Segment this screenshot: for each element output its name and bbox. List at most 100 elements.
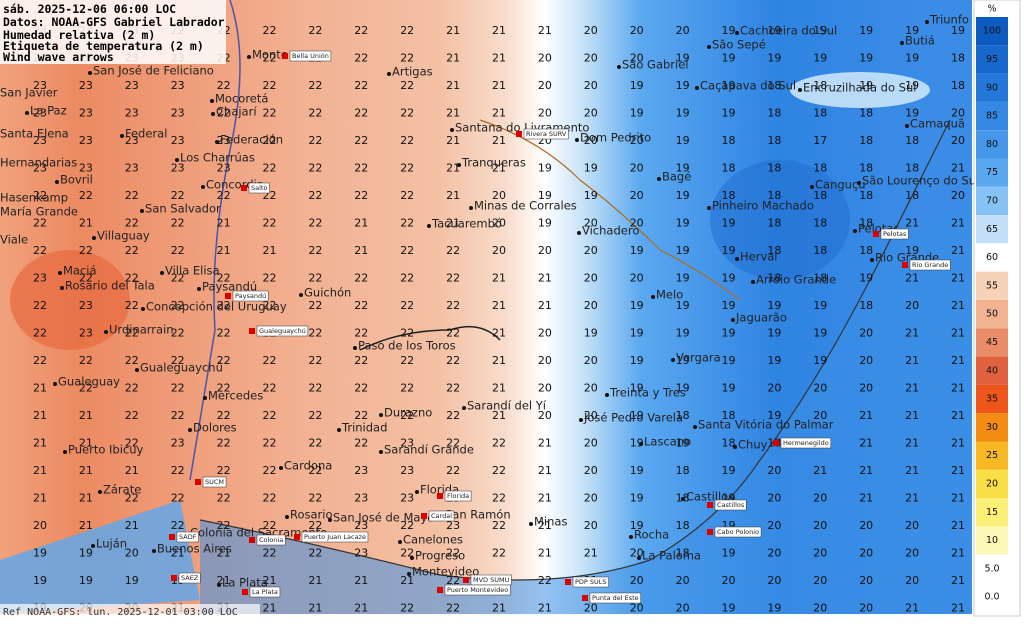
- temperature-label: 19: [722, 272, 736, 285]
- temperature-label: 19: [722, 354, 736, 367]
- temperature-label: 22: [400, 327, 414, 340]
- temperature-label: 20: [767, 574, 781, 587]
- temperature-label: 20: [905, 519, 919, 532]
- temperature-label: 21: [79, 519, 93, 532]
- temperature-label: 22: [400, 299, 414, 312]
- temperature-label: 21: [951, 382, 965, 395]
- temperature-label: 19: [767, 602, 781, 615]
- temperature-label: 18: [722, 134, 736, 147]
- temperature-label: 22: [308, 134, 322, 147]
- temperature-label: 21: [492, 162, 506, 175]
- temperature-label: 21: [538, 602, 552, 615]
- city-label: Arroio Grande: [756, 273, 836, 287]
- temperature-label: 20: [813, 602, 827, 615]
- temperature-label: 22: [171, 327, 185, 340]
- temperature-label: 19: [676, 134, 690, 147]
- station-box: [256, 534, 286, 546]
- city-dot: [450, 128, 454, 132]
- temperature-label: 19: [630, 354, 644, 367]
- temperature-label: 21: [354, 574, 368, 587]
- temperature-label: 19: [722, 327, 736, 340]
- temperature-label: 22: [217, 409, 231, 422]
- temperature-label: 18: [813, 79, 827, 92]
- temperature-label: 22: [308, 79, 322, 92]
- temperature-label: 21: [492, 24, 506, 37]
- temperature-label: 21: [446, 217, 460, 230]
- station-marker: [463, 577, 469, 583]
- temperature-label: 22: [308, 217, 322, 230]
- temperature-label: 21: [492, 602, 506, 615]
- temperature-label: 22: [446, 409, 460, 422]
- temperature-label: 21: [538, 547, 552, 560]
- temperature-label: 23: [125, 134, 139, 147]
- temperature-label: 21: [951, 574, 965, 587]
- temperature-label: 22: [400, 134, 414, 147]
- temperature-label: 21: [263, 244, 277, 257]
- temperature-label: 21: [538, 24, 552, 37]
- station-marker: [249, 328, 255, 334]
- city-label: Hasenkamp: [0, 191, 68, 205]
- station-label: SADF: [179, 533, 197, 541]
- legend-label: 100: [983, 26, 1001, 37]
- temperature-label: 18: [676, 464, 690, 477]
- city-label: San Salvador: [145, 202, 221, 216]
- temperature-label: 21: [33, 382, 47, 395]
- station-marker: [282, 53, 288, 59]
- temperature-label: 18: [813, 272, 827, 285]
- temperature-label: 21: [905, 382, 919, 395]
- station-label: Salto: [251, 184, 267, 192]
- temperature-label: 22: [171, 272, 185, 285]
- temperature-label: 21: [951, 244, 965, 257]
- temperature-label: 21: [446, 24, 460, 37]
- city-dot: [410, 556, 414, 560]
- temperature-label: 19: [813, 327, 827, 340]
- temperature-label: 19: [722, 79, 736, 92]
- station-box: [880, 228, 909, 240]
- temperature-label: 22: [125, 272, 139, 285]
- temperature-label: 20: [767, 492, 781, 505]
- city-dot: [637, 556, 641, 560]
- temperature-label: 19: [630, 79, 644, 92]
- temperature-label: 23: [79, 327, 93, 340]
- city-dot: [629, 535, 633, 539]
- temperature-label: 23: [79, 299, 93, 312]
- temperature-label: 23: [354, 464, 368, 477]
- temperature-label: 22: [354, 437, 368, 450]
- station-marker: [421, 513, 427, 519]
- temperature-label: 20: [722, 574, 736, 587]
- temperature-label: 20: [676, 602, 690, 615]
- coastline: [199, 119, 951, 581]
- temperature-label: 20: [905, 574, 919, 587]
- city-label: Mocoretá: [215, 92, 268, 106]
- city-label: Paysandú: [202, 280, 257, 294]
- station-box: [523, 128, 569, 140]
- temperature-label: 19: [676, 272, 690, 285]
- city-dot: [201, 185, 205, 189]
- temperature-label: 21: [905, 217, 919, 230]
- city-dot: [215, 140, 219, 144]
- city-label: Dolores: [193, 421, 237, 435]
- temperature-label: 20: [584, 244, 598, 257]
- temperature-label: 19: [859, 272, 873, 285]
- temperature-label: 21: [492, 409, 506, 422]
- station-label: Cardal: [431, 512, 452, 520]
- legend-swatch: [976, 526, 1008, 555]
- temperature-label: 22: [171, 519, 185, 532]
- legend-swatch: [976, 17, 1008, 46]
- temperature-label: 20: [538, 244, 552, 257]
- city-label: Vergara: [676, 351, 721, 365]
- legend-title: %: [987, 4, 996, 15]
- city-label: Paso de los Toros: [358, 339, 456, 353]
- temperature-label: 18: [859, 107, 873, 120]
- temperature-label: 21: [951, 327, 965, 340]
- temperature-label: 23: [171, 107, 185, 120]
- city-label: Federación: [220, 133, 283, 147]
- temperature-label: 22: [217, 354, 231, 367]
- temperature-label: 20: [584, 464, 598, 477]
- city-dot: [188, 428, 192, 432]
- temperature-label: 23: [171, 134, 185, 147]
- temperature-label: 20: [767, 464, 781, 477]
- temperature-label: 19: [813, 24, 827, 37]
- temperature-label: 21: [308, 602, 322, 615]
- temperature-label: 22: [79, 272, 93, 285]
